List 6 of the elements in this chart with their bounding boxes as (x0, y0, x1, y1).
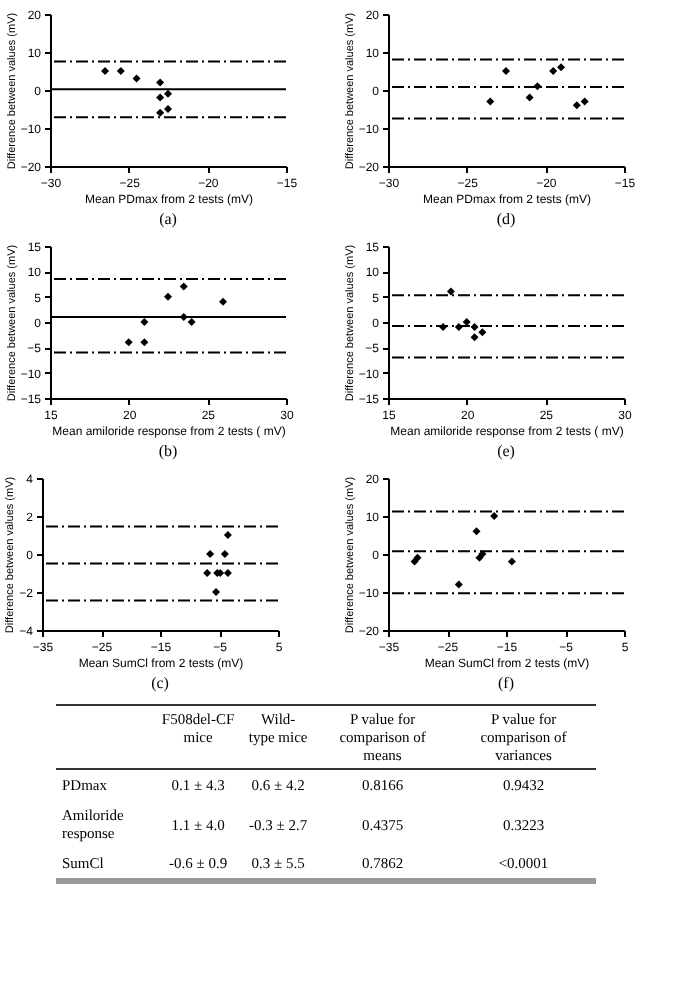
text: (f) (498, 674, 515, 692)
text: (e) (497, 442, 516, 460)
text: (b) (158, 442, 178, 460)
text: (d) (496, 210, 516, 228)
text: (c) (151, 674, 170, 692)
text: (a) (159, 210, 178, 228)
